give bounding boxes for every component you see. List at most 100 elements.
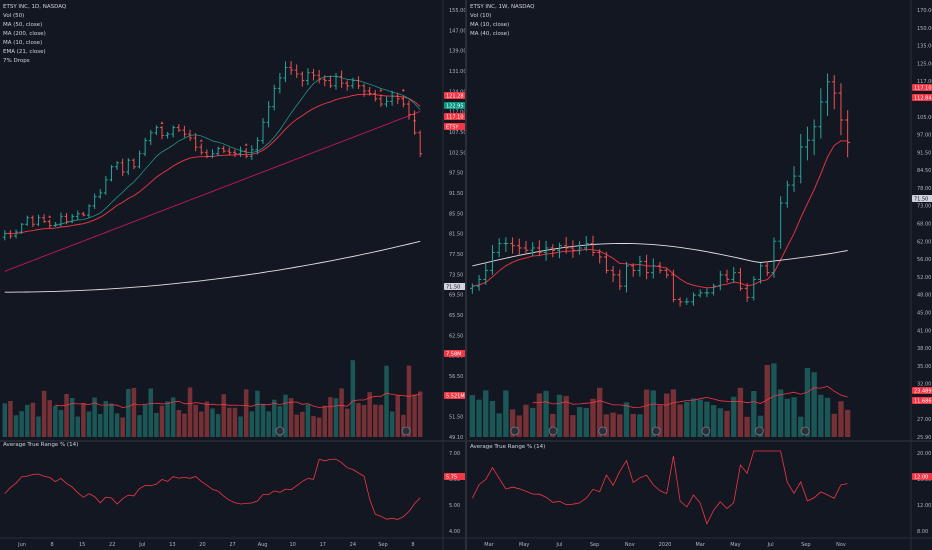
volume-bar (717, 408, 723, 437)
volume-bar (677, 404, 683, 437)
price-badge-label: ETSY (446, 125, 459, 131)
price-badge (912, 387, 932, 394)
volume-bar (75, 416, 81, 437)
volume-bar (316, 417, 322, 437)
volume-bar (529, 407, 536, 437)
volume-bar (103, 401, 109, 437)
volume-bar (294, 414, 299, 437)
panel-divider[interactable] (465, 0, 467, 550)
volume-bar (690, 398, 697, 437)
price-badge (444, 283, 465, 290)
price-badge (444, 102, 465, 109)
weekly-chart[interactable]: 170.00150.00135.00125.00117.00110.00105.… (467, 0, 932, 550)
volume-bar (272, 399, 277, 437)
time-axis-label: Sep (590, 542, 599, 548)
price-tick-label: 91.50 (449, 191, 463, 197)
drop-marker (199, 139, 203, 142)
volume-bar (288, 398, 294, 437)
right-indicator: MA (40, close) (470, 31, 510, 37)
volume-bar (356, 403, 361, 437)
atr-badge (444, 473, 465, 480)
time-axis-label: 20 (199, 542, 205, 548)
volume-bar (509, 409, 516, 437)
volume-bar (771, 363, 777, 437)
price-tick-label: 51.50 (449, 415, 463, 421)
volume-bar (255, 390, 260, 437)
time-axis-label: 27 (229, 542, 235, 548)
atr-badge-label: 5.75 (446, 475, 457, 481)
atr-tick-label: 8.00 (917, 529, 928, 535)
price-badge (444, 92, 465, 99)
volume-bar (657, 405, 663, 437)
volume-bar (384, 365, 389, 437)
volume-bar (266, 411, 271, 437)
volume-bar (64, 393, 69, 437)
left-indicator: Vol (50) (3, 13, 25, 19)
price-tick-label: 45.00 (917, 310, 931, 316)
price-badge-label: 23.489 (914, 389, 932, 395)
price-tick-label: 147.00 (449, 28, 465, 34)
volume-bar (576, 407, 583, 437)
price-tick-label: 27.00 (917, 417, 931, 423)
earnings-marker (598, 426, 608, 436)
drop-marker (401, 88, 405, 92)
earnings-marker (548, 426, 558, 436)
earnings-marker (701, 426, 711, 436)
daily-chart[interactable]: 155.00147.00139.00131.00124.00117.00107.… (0, 0, 465, 550)
volume-bar (412, 394, 417, 437)
atr-tick-label: 5.00 (449, 503, 460, 509)
volume-bar (333, 398, 339, 437)
price-tick-label: 69.50 (449, 293, 463, 299)
price-tick-label: 81.50 (449, 232, 463, 238)
price-badge (912, 397, 932, 404)
volume-bar (193, 404, 198, 437)
earnings-marker (651, 426, 661, 436)
price-tick-label: 135.00 (917, 44, 932, 50)
atr-badge-label: 12.00 (914, 475, 928, 481)
volume-bar (536, 393, 543, 437)
ema-line (4, 93, 421, 235)
earnings-marker (510, 426, 520, 436)
time-axis-label: 10 (290, 542, 296, 548)
price-badge-label: 5.521M (446, 394, 465, 400)
atr-badge (912, 473, 932, 480)
price-badge (444, 392, 465, 399)
time-axis-label: 24 (350, 542, 356, 548)
volume-bar (751, 391, 757, 437)
right-title: ETSY INC, 1W, NASDAQ (470, 4, 535, 10)
volume-bar (516, 415, 522, 437)
volume-ma-line (55, 392, 421, 409)
volume-bar (744, 416, 750, 437)
volume-bar (361, 404, 367, 437)
volume-bar (764, 364, 770, 437)
time-axis-label: Jul (138, 542, 145, 548)
drop-marker (160, 121, 164, 124)
volume-bar (137, 415, 142, 437)
volume-bar (818, 394, 824, 437)
right-indicator: MA (10, close) (470, 22, 510, 28)
volume-bar (114, 413, 120, 437)
left-indicator: EMA (21, close) (3, 49, 46, 55)
price-tick-label: 35.00 (917, 364, 931, 370)
price-tick-label: 97.00 (917, 133, 931, 139)
volume-bar (283, 394, 288, 437)
volume-bar (731, 396, 737, 437)
volume-bar (543, 390, 549, 437)
ma50-line (4, 110, 421, 272)
volume-bar (724, 410, 730, 437)
volume-bar (811, 372, 817, 437)
atr-tick-label: 4.00 (449, 529, 460, 535)
time-axis-label: 22 (109, 542, 115, 548)
drop-marker (48, 215, 52, 218)
price-tick-label: 150.00 (917, 26, 932, 32)
volume-bar (389, 411, 395, 437)
time-axis-label: Sep (378, 542, 387, 548)
volume-bar (322, 405, 328, 437)
volume-bar (824, 397, 831, 437)
price-tick-label: 48.00 (917, 293, 931, 299)
price-badge-label: 112.84 (914, 96, 932, 102)
price-tick-label: 56.50 (449, 374, 463, 380)
volume-bar (590, 398, 596, 437)
left-indicator: MA (10, close) (3, 40, 43, 46)
volume-bar (86, 411, 92, 437)
